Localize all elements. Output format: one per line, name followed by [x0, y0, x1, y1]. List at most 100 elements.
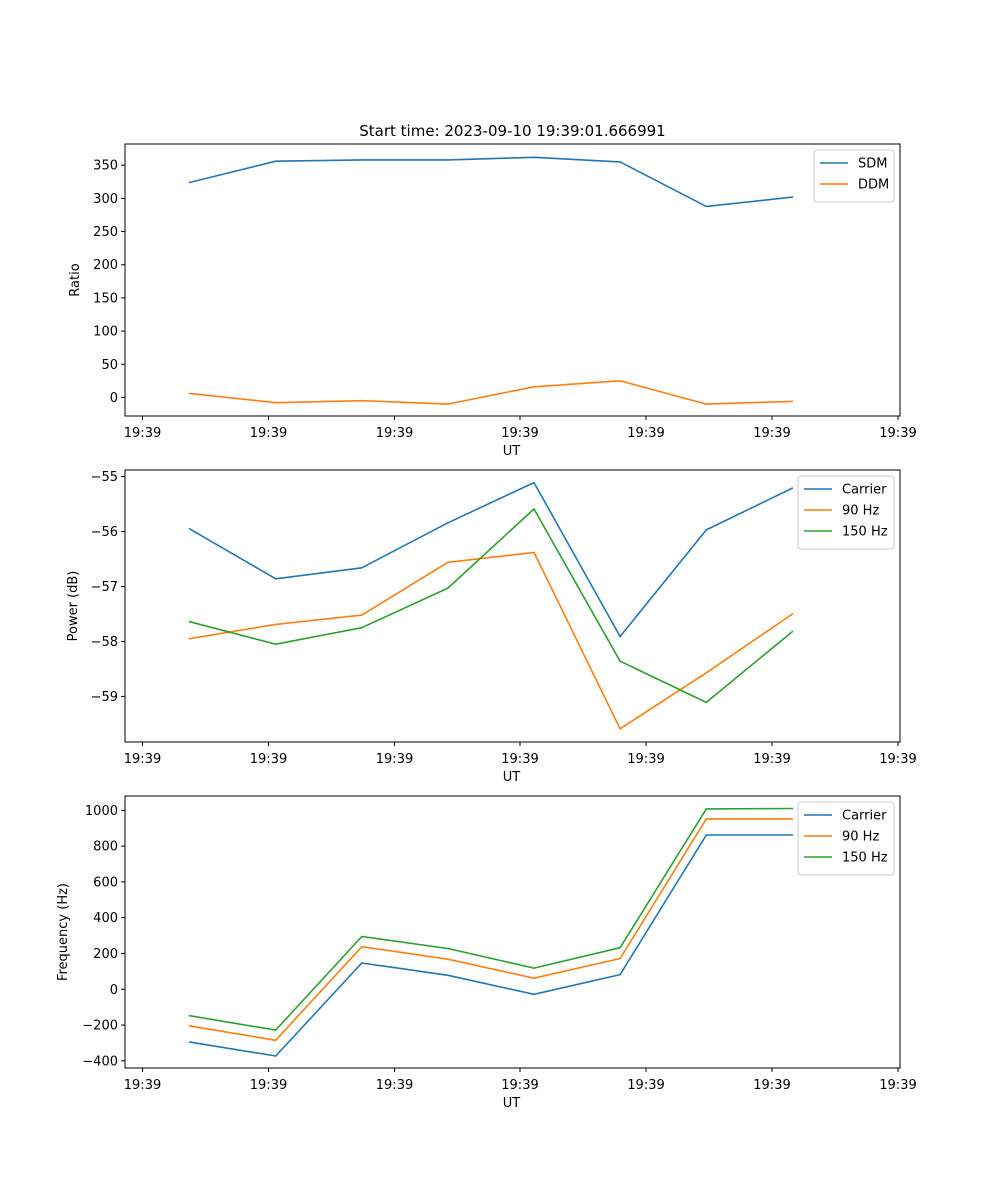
legend-label: 90 Hz	[842, 504, 879, 519]
data-point	[619, 946, 621, 949]
data-point	[447, 561, 449, 564]
series-line-ddm	[189, 379, 793, 405]
legend-label: SDM	[858, 157, 887, 172]
data-point	[619, 635, 621, 638]
y-tick-label: −58	[91, 635, 118, 650]
data-point	[188, 1014, 191, 1017]
y-tick-label: 600	[93, 875, 118, 890]
data-point	[361, 945, 363, 948]
y-tick-label: −57	[91, 580, 118, 595]
y-tick-label: 100	[93, 325, 118, 340]
data-point	[705, 529, 708, 531]
data-point	[188, 1041, 191, 1043]
data-point	[361, 626, 363, 629]
y-axis-label: Frequency (Hz)	[56, 883, 71, 981]
data-point	[361, 159, 363, 161]
y-tick-label: 250	[93, 225, 118, 240]
data-point	[619, 957, 621, 960]
y-tick-label: −56	[91, 525, 118, 540]
data-point	[791, 613, 794, 615]
x-tick-label: 19:39	[879, 752, 916, 767]
x-axis-label: UT	[503, 1096, 521, 1111]
series-line-carrier	[189, 834, 793, 1057]
data-point	[619, 973, 621, 976]
x-tick-label: 19:39	[501, 426, 538, 441]
data-point	[188, 620, 191, 623]
x-tick-label: 19:39	[124, 426, 161, 441]
x-tick-label: 19:39	[376, 752, 413, 767]
y-tick-label: −200	[82, 1019, 118, 1034]
y-axis-label: Power (dB)	[66, 571, 81, 642]
y-tick-label: −59	[91, 690, 118, 705]
data-point	[533, 977, 535, 979]
data-point	[791, 487, 794, 489]
x-tick-label: 19:39	[376, 426, 413, 441]
x-tick-label: 19:39	[376, 1078, 413, 1093]
data-point	[705, 205, 708, 208]
series-line-sdm	[189, 156, 793, 208]
data-point	[274, 1039, 277, 1042]
data-point	[188, 637, 191, 640]
data-point	[447, 159, 449, 161]
data-point	[361, 567, 363, 569]
axes-frame	[124, 143, 901, 417]
y-tick-label: 400	[93, 911, 118, 926]
x-tick-label: 19:39	[753, 1078, 790, 1093]
data-point	[447, 958, 449, 960]
data-point	[705, 808, 708, 810]
y-tick-label: 200	[93, 258, 118, 273]
data-point	[533, 386, 535, 388]
legend-label: DDM	[858, 178, 889, 193]
x-tick-label: 19:39	[627, 1078, 664, 1093]
data-point	[188, 392, 191, 395]
data-point	[705, 701, 708, 704]
data-point	[188, 527, 191, 530]
data-point	[361, 399, 363, 402]
data-point	[791, 196, 794, 198]
data-point	[533, 967, 535, 969]
series-line-carrier	[189, 481, 793, 638]
data-point	[274, 643, 277, 645]
data-point	[533, 481, 535, 484]
data-point	[791, 834, 794, 836]
data-point	[533, 993, 535, 996]
y-tick-label: 0	[110, 983, 118, 998]
subplot-2: −55 −56 −57 −58 −59 19:39 19:39 19:39 19:39 19:39…	[66, 469, 917, 785]
y-tick-label: 350	[93, 159, 118, 174]
legend-label: 90 Hz	[842, 830, 879, 845]
y-axis-label: Ratio	[68, 263, 83, 296]
series-line-150-hz	[189, 807, 793, 1031]
data-point	[274, 578, 277, 580]
data-point	[447, 974, 449, 977]
x-tick-label: 19:39	[627, 426, 664, 441]
data-point	[274, 160, 277, 163]
legend-label: 150 Hz	[842, 851, 888, 866]
data-point	[705, 834, 708, 836]
x-tick-label: 19:39	[879, 1078, 916, 1093]
x-axis-label: UT	[503, 770, 521, 785]
data-point	[361, 962, 363, 964]
legend-label: Carrier	[842, 809, 887, 824]
data-point	[705, 671, 708, 674]
data-point	[274, 623, 277, 626]
x-axis-label: UT	[503, 444, 521, 459]
data-point	[533, 551, 535, 554]
y-tick-label: 0	[110, 391, 118, 406]
y-tick-label: 800	[93, 840, 118, 855]
y-tick-label: 1000	[85, 804, 118, 819]
subplot-1: 0 50 100 150 200 250 300 350 19:39 19:39 19:39 19:3…	[68, 143, 917, 459]
series-line-150-hz	[189, 508, 793, 704]
data-point	[274, 1055, 277, 1057]
x-tick-label: 19:39	[124, 1078, 161, 1093]
data-point	[705, 818, 708, 820]
data-point	[619, 660, 621, 663]
axes-frame	[124, 795, 901, 1069]
y-tick-label: 200	[93, 947, 118, 962]
x-tick-label: 19:39	[753, 426, 790, 441]
data-point	[533, 508, 535, 510]
data-point	[619, 161, 621, 163]
figure-title: Start time: 2023-09-10 19:39:01.666991	[359, 122, 665, 140]
data-point	[361, 935, 363, 938]
data-point	[791, 818, 794, 820]
